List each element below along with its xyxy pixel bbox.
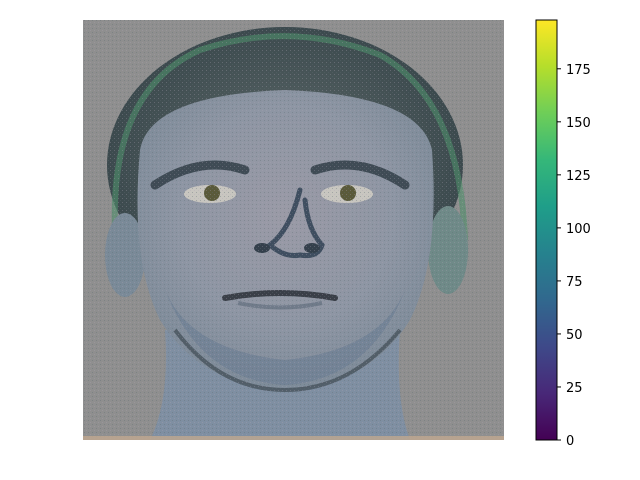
colorbar-tick-label: 75 bbox=[566, 275, 583, 290]
colorbar-ticks: 0 25 50 75 100 125 150 175 bbox=[557, 63, 591, 449]
colorbar-tick-label: 175 bbox=[566, 63, 591, 78]
grain-overlay bbox=[83, 20, 504, 440]
colorbar-tick-label: 0 bbox=[566, 434, 574, 449]
colorbar-tick-label: 25 bbox=[566, 381, 583, 396]
face-image bbox=[83, 20, 504, 440]
colorbar-tick-label: 50 bbox=[566, 328, 583, 343]
colorbar-tick-label: 125 bbox=[566, 169, 591, 184]
bottom-strip bbox=[83, 436, 504, 440]
colorbar-tick-label: 150 bbox=[566, 116, 591, 131]
colorbar-tick-label: 100 bbox=[566, 222, 591, 237]
colorbar: 0 25 50 75 100 125 150 175 bbox=[535, 19, 591, 449]
colorbar-gradient bbox=[535, 19, 558, 441]
